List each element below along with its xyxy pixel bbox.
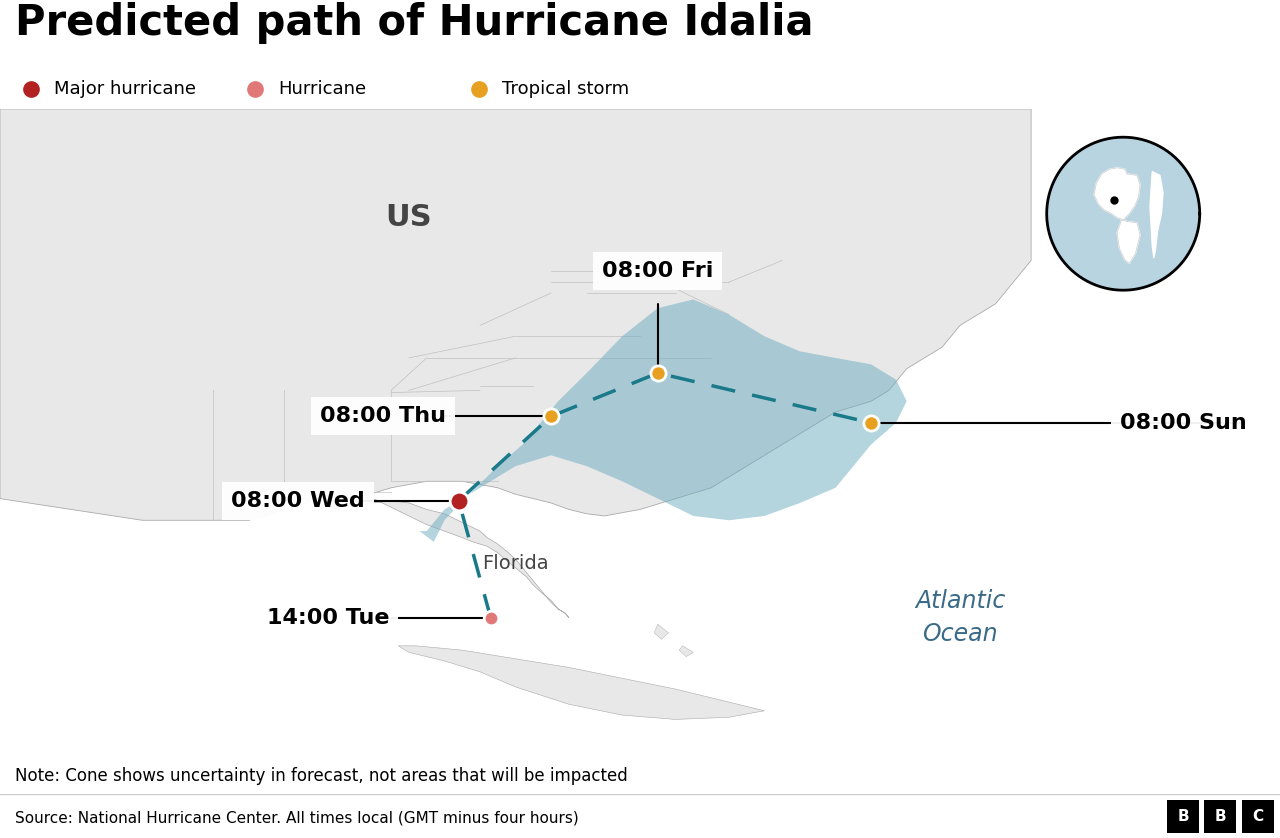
Polygon shape — [420, 299, 906, 542]
Text: Hurricane: Hurricane — [278, 80, 366, 98]
Point — [861, 416, 882, 430]
Text: B: B — [1178, 809, 1189, 824]
Point — [541, 410, 562, 423]
Text: 08:00 Sun: 08:00 Sun — [1120, 413, 1247, 433]
Text: Florida: Florida — [483, 554, 549, 573]
Polygon shape — [0, 109, 1032, 520]
Text: 08:00 Thu: 08:00 Thu — [320, 406, 445, 427]
Text: US: US — [385, 203, 433, 231]
Text: 08:00 Fri: 08:00 Fri — [602, 261, 713, 282]
Polygon shape — [1094, 168, 1140, 220]
FancyBboxPatch shape — [1167, 799, 1199, 833]
Text: Note: Cone shows uncertainty in forecast, not areas that will be impacted: Note: Cone shows uncertainty in forecast… — [15, 768, 628, 785]
Text: Atlantic
Ocean: Atlantic Ocean — [915, 589, 1005, 646]
Text: Source: National Hurricane Center. All times local (GMT minus four hours): Source: National Hurricane Center. All t… — [15, 811, 579, 826]
Text: Major hurricane: Major hurricane — [54, 80, 196, 98]
Text: 14:00 Tue: 14:00 Tue — [266, 608, 389, 628]
Text: C: C — [1252, 809, 1263, 824]
Point — [480, 611, 500, 624]
Text: Predicted path of Hurricane Idalia: Predicted path of Hurricane Idalia — [15, 3, 814, 44]
Polygon shape — [398, 646, 764, 719]
FancyBboxPatch shape — [1204, 799, 1236, 833]
Text: Tropical storm: Tropical storm — [502, 80, 628, 98]
Polygon shape — [1047, 137, 1199, 290]
Text: B: B — [1215, 809, 1226, 824]
Polygon shape — [298, 492, 568, 618]
Text: 08:00 Wed: 08:00 Wed — [232, 491, 365, 511]
Polygon shape — [680, 646, 694, 657]
Point — [648, 366, 668, 380]
FancyBboxPatch shape — [1242, 799, 1274, 833]
Polygon shape — [1149, 172, 1164, 258]
Point — [448, 494, 468, 508]
Polygon shape — [654, 624, 668, 639]
Polygon shape — [1117, 220, 1140, 263]
